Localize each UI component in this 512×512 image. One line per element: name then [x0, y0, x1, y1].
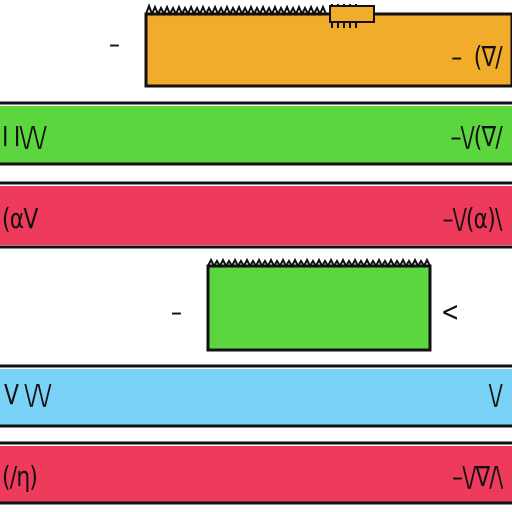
top-orange-left-mark: –	[109, 27, 120, 60]
top-orange-block-serrated-edge	[145, 3, 327, 17]
middle-green-block-fill	[206, 264, 432, 352]
top-orange-block	[144, 3, 512, 88]
red-bar-1-fill	[0, 186, 512, 245]
top-orange-block-fill	[144, 12, 512, 88]
red-bar-2-left-label: (/η)	[2, 460, 38, 493]
red-bar-1-right-label: –\/(α)\	[443, 202, 503, 235]
red-bar-2	[0, 441, 512, 505]
top-orange-right-mark: – (∇/	[451, 40, 502, 73]
blue-bar-left-label: V \/\/	[4, 378, 51, 411]
middle-green-block-serrated-edge	[207, 257, 431, 269]
top-orange-block-side-tab	[329, 5, 375, 23]
green-bar-1	[0, 101, 512, 166]
green-bar-1-left-label: I I\/\/	[2, 120, 47, 153]
blue-bar-fill	[0, 369, 512, 425]
middle-green-left-mark: –	[171, 295, 182, 328]
red-bar-1	[0, 181, 512, 249]
red-bar-1-left-label: (αV	[2, 202, 38, 235]
blue-bar	[0, 364, 512, 428]
middle-green-right-mark: <	[441, 295, 459, 328]
blue-bar-right-label: \/	[488, 378, 503, 411]
red-bar-2-right-label: –\/∇/\	[451, 460, 503, 493]
green-bar-1-fill	[0, 106, 512, 163]
red-bar-2-fill	[0, 446, 512, 502]
green-bar-1-right-label: –\/(∇/	[450, 120, 503, 153]
middle-green-block	[206, 257, 432, 352]
